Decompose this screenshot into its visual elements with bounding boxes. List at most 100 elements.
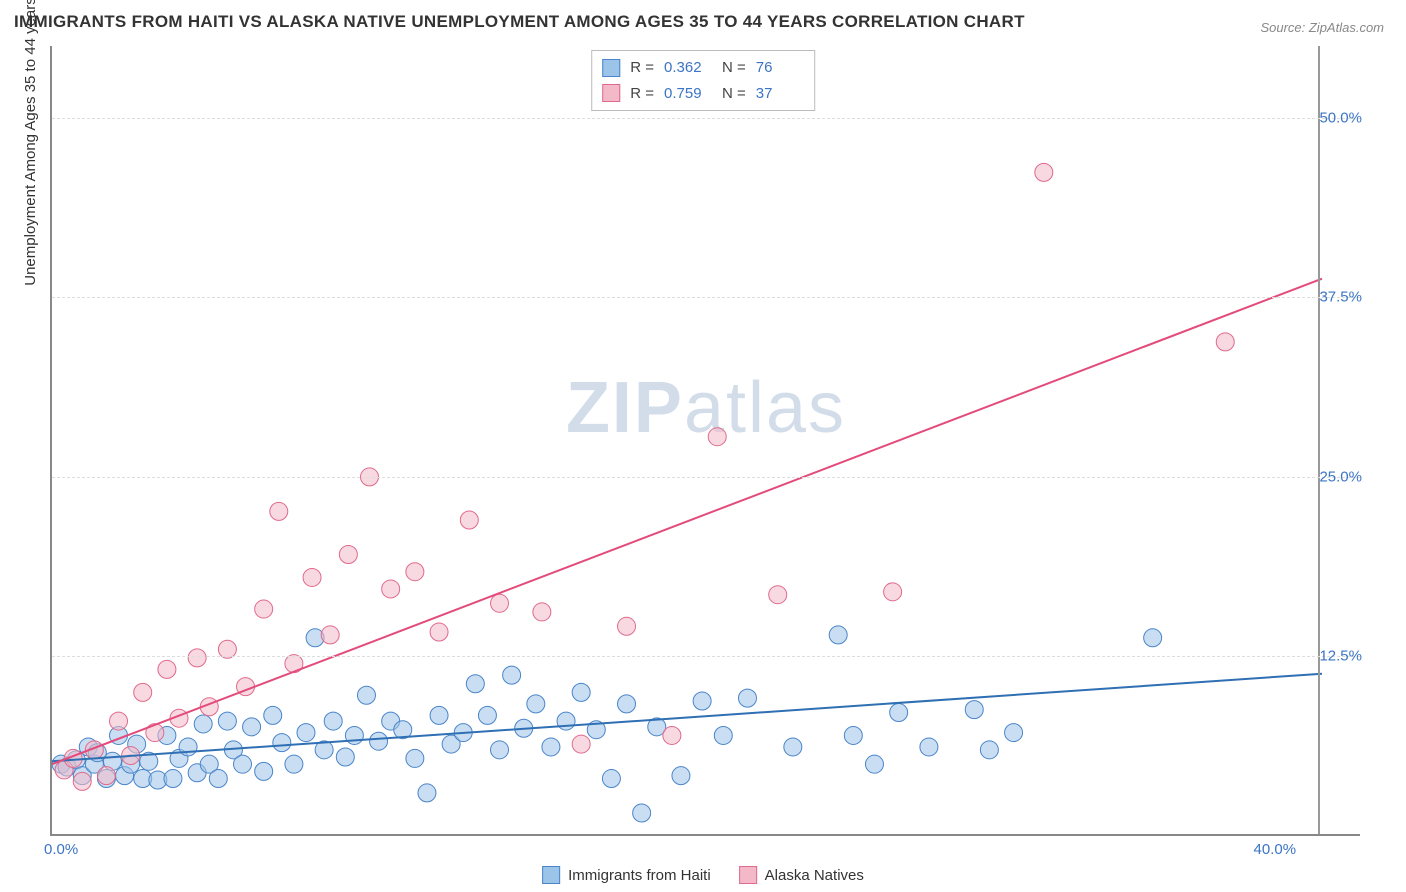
- stat-r-label: R =: [630, 55, 654, 81]
- data-point: [965, 701, 983, 719]
- data-point: [491, 594, 509, 612]
- data-point: [865, 755, 883, 773]
- stat-n-label: N =: [722, 55, 746, 81]
- data-point: [672, 767, 690, 785]
- legend-swatch: [602, 84, 620, 102]
- data-point: [406, 563, 424, 581]
- data-point: [633, 804, 651, 822]
- plot-area: ZIPatlas 12.5%25.0%37.5%50.0%0.0%40.0%: [50, 46, 1360, 836]
- plot-svg: [52, 46, 1360, 834]
- data-point: [406, 749, 424, 767]
- data-point: [255, 600, 273, 618]
- stat-n-value: 37: [756, 81, 804, 107]
- data-point: [618, 617, 636, 635]
- data-point: [1144, 629, 1162, 647]
- legend-swatch: [739, 866, 757, 884]
- data-point: [430, 623, 448, 641]
- stats-legend: R =0.362N =76R =0.759N =37: [591, 50, 815, 111]
- data-point: [321, 626, 339, 644]
- data-point: [542, 738, 560, 756]
- y-tick-label: 25.0%: [1319, 468, 1362, 485]
- data-point: [209, 770, 227, 788]
- data-point: [273, 734, 291, 752]
- data-point: [243, 718, 261, 736]
- data-point: [491, 741, 509, 759]
- data-point: [844, 726, 862, 744]
- data-point: [714, 726, 732, 744]
- data-point: [255, 762, 273, 780]
- data-point: [110, 712, 128, 730]
- data-point: [884, 583, 902, 601]
- data-point: [270, 502, 288, 520]
- data-point: [188, 649, 206, 667]
- data-point: [738, 689, 756, 707]
- y-axis-title: Unemployment Among Ages 35 to 44 years: [22, 0, 39, 286]
- legend-item: Immigrants from Haiti: [542, 866, 711, 884]
- data-point: [466, 675, 484, 693]
- data-point: [693, 692, 711, 710]
- stats-row: R =0.362N =76: [602, 55, 804, 81]
- data-point: [920, 738, 938, 756]
- data-point: [297, 724, 315, 742]
- data-point: [134, 683, 152, 701]
- gridline-h: [52, 477, 1360, 478]
- data-point: [784, 738, 802, 756]
- data-point: [97, 767, 115, 785]
- data-point: [503, 666, 521, 684]
- gridline-h: [52, 297, 1360, 298]
- right-axis-line: [1318, 46, 1320, 834]
- data-point: [430, 706, 448, 724]
- data-point: [618, 695, 636, 713]
- data-point: [264, 706, 282, 724]
- trend-line: [52, 279, 1322, 764]
- data-point: [285, 755, 303, 773]
- data-point: [769, 586, 787, 604]
- y-tick-label: 37.5%: [1319, 289, 1362, 306]
- legend-label: Immigrants from Haiti: [568, 867, 711, 884]
- data-point: [663, 726, 681, 744]
- data-point: [73, 772, 91, 790]
- gridline-h: [52, 656, 1360, 657]
- bottom-legend: Immigrants from Haiti Alaska Natives: [542, 866, 864, 884]
- y-tick-label: 12.5%: [1319, 648, 1362, 665]
- data-point: [234, 755, 252, 773]
- data-point: [1035, 163, 1053, 181]
- y-tick-label: 50.0%: [1319, 109, 1362, 126]
- x-tick-label: 0.0%: [44, 841, 78, 858]
- data-point: [339, 545, 357, 563]
- chart-title: IMMIGRANTS FROM HAITI VS ALASKA NATIVE U…: [14, 12, 1025, 32]
- data-point: [572, 683, 590, 701]
- data-point: [194, 715, 212, 733]
- data-point: [303, 568, 321, 586]
- legend-swatch: [542, 866, 560, 884]
- stat-n-label: N =: [722, 81, 746, 107]
- data-point: [1216, 333, 1234, 351]
- data-point: [708, 428, 726, 446]
- data-point: [460, 511, 478, 529]
- x-tick-label: 40.0%: [1254, 841, 1297, 858]
- data-point: [890, 703, 908, 721]
- source-label: Source: ZipAtlas.com: [1260, 20, 1384, 35]
- data-point: [829, 626, 847, 644]
- legend-item: Alaska Natives: [739, 866, 864, 884]
- data-point: [418, 784, 436, 802]
- data-point: [370, 732, 388, 750]
- data-point: [533, 603, 551, 621]
- data-point: [382, 580, 400, 598]
- stat-r-value: 0.759: [664, 81, 712, 107]
- data-point: [557, 712, 575, 730]
- data-point: [158, 660, 176, 678]
- data-point: [527, 695, 545, 713]
- data-point: [602, 770, 620, 788]
- data-point: [572, 735, 590, 753]
- data-point: [980, 741, 998, 759]
- stats-row: R = 0.759 N = 37: [602, 81, 804, 107]
- stat-n-value: 76: [756, 55, 804, 81]
- data-point: [1005, 724, 1023, 742]
- data-point: [218, 712, 236, 730]
- stat-r-label: R =: [630, 81, 654, 107]
- legend-swatch: [602, 59, 620, 77]
- legend-label: Alaska Natives: [765, 867, 864, 884]
- data-point: [357, 686, 375, 704]
- data-point: [324, 712, 342, 730]
